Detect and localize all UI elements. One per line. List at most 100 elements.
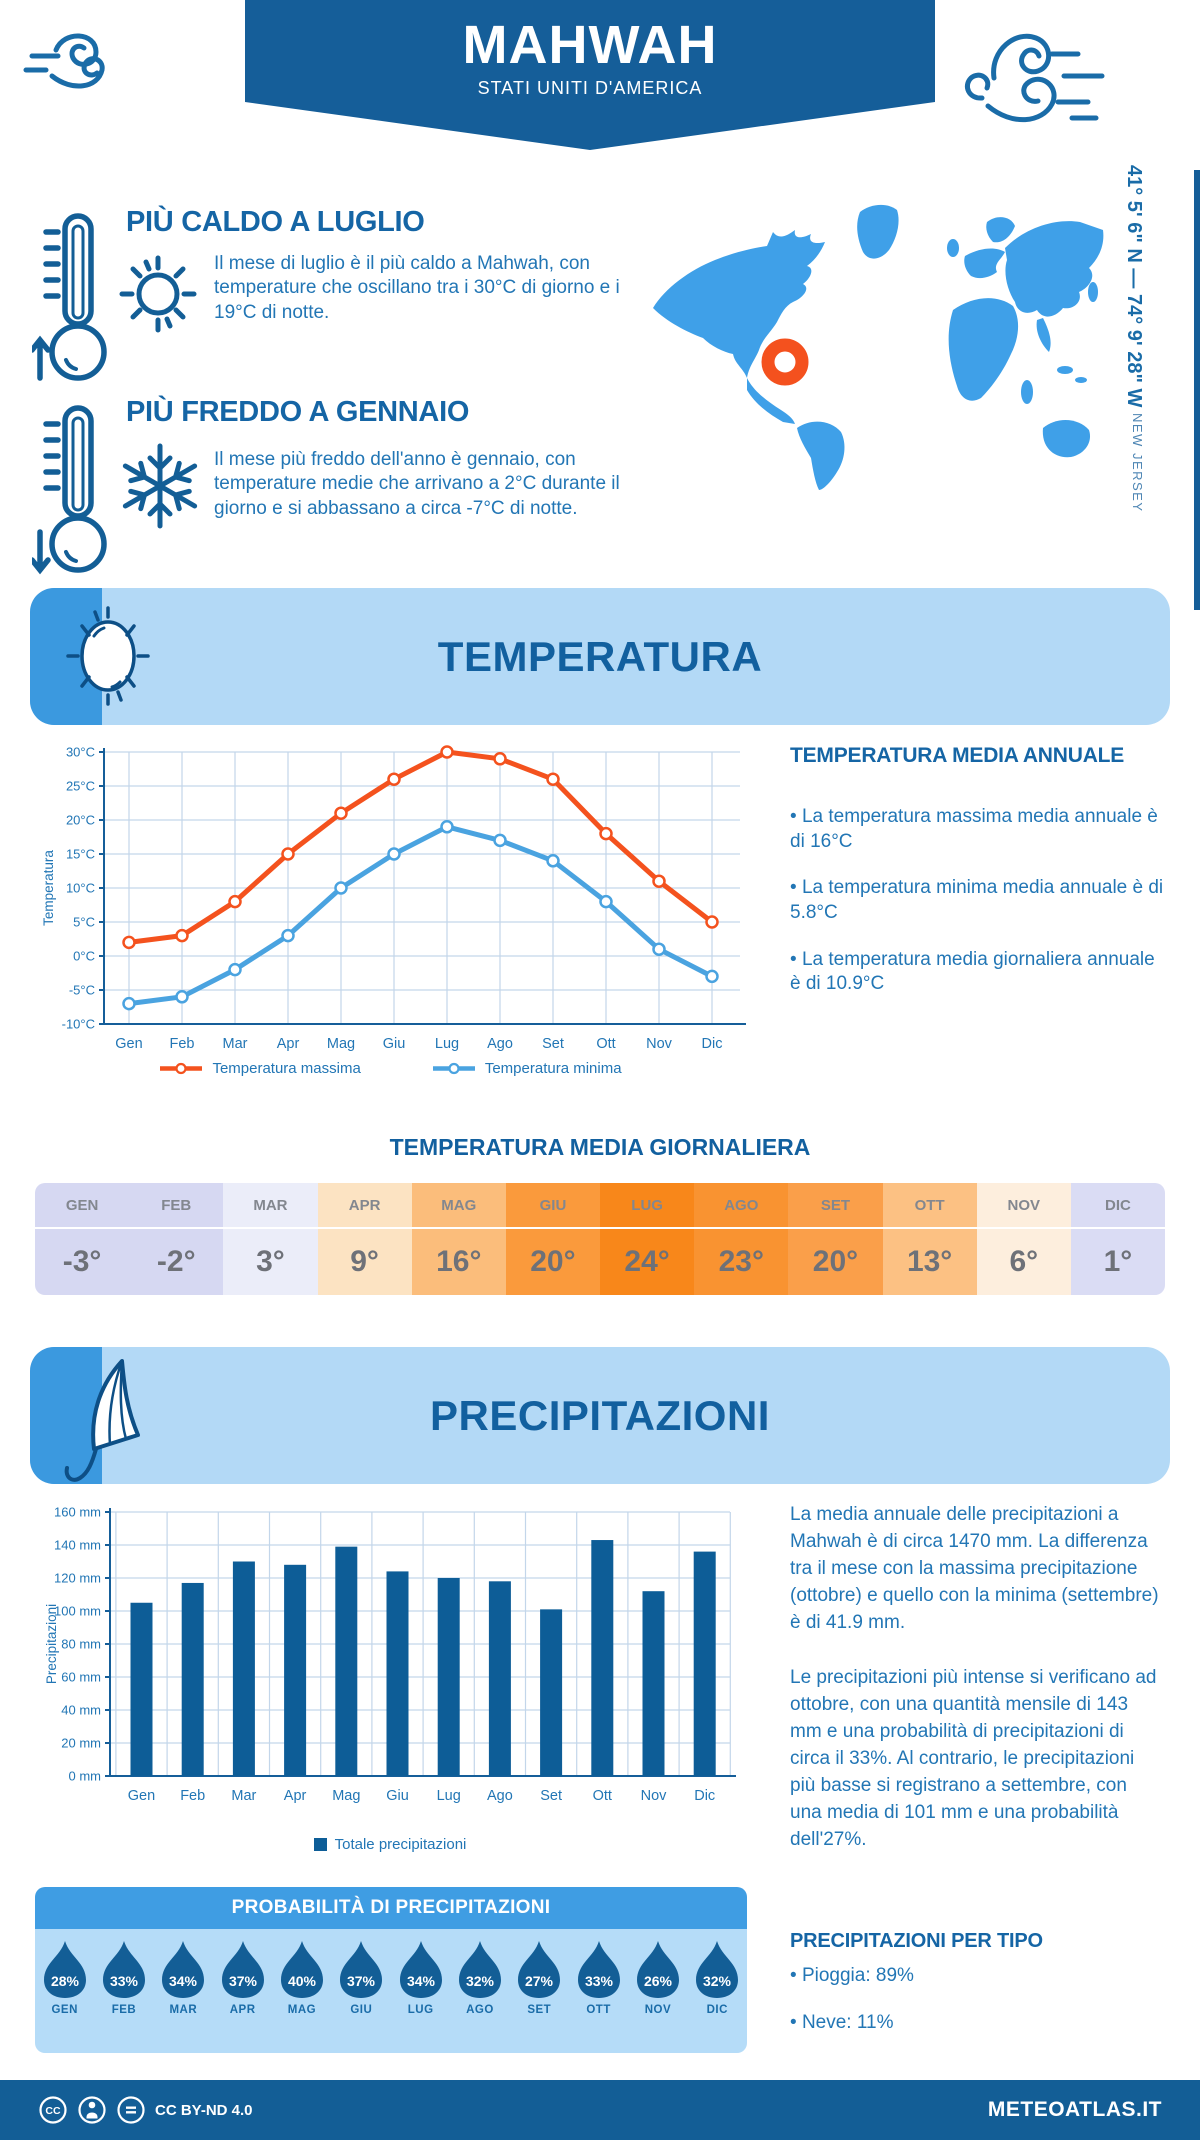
svg-text:-5°C: -5°C bbox=[69, 983, 95, 998]
probability-title: PROBABILITÀ DI PRECIPITAZIONI bbox=[35, 1887, 747, 1929]
daily-mean-cell: DIC 1° bbox=[1070, 1183, 1165, 1295]
svg-text:37%: 37% bbox=[347, 1973, 376, 1989]
daily-mean-month: NOV bbox=[976, 1183, 1071, 1229]
temperature-chart-legend: Temperatura massima Temperatura minima bbox=[140, 1060, 640, 1077]
daily-mean-cell: AGO 23° bbox=[694, 1183, 789, 1295]
raindrop-icon: 37% bbox=[221, 1941, 264, 1998]
wind-icon bbox=[23, 33, 105, 89]
svg-text:Ago: Ago bbox=[487, 1036, 513, 1052]
svg-text:32%: 32% bbox=[466, 1973, 495, 1989]
probability-drop: 33% FEB bbox=[94, 1939, 153, 2053]
precipitation-bar bbox=[540, 1609, 563, 1776]
probability-month: MAR bbox=[169, 2004, 198, 2016]
coordinates-block: 41° 5' 6" N — 74° 9' 28" W NEW JERSEY bbox=[1122, 165, 1145, 513]
raindrop-icon: 33% bbox=[577, 1941, 620, 1998]
footer: CC CC BY-ND 4.0 METEOATLAS.IT bbox=[0, 2080, 1200, 2140]
daily-mean-value: 1° bbox=[1103, 1245, 1133, 1278]
daily-mean-value: 13° bbox=[906, 1245, 953, 1278]
probability-month: DIC bbox=[706, 2004, 728, 2016]
probability-month: SET bbox=[527, 2004, 552, 2016]
svg-text:26%: 26% bbox=[644, 1973, 673, 1989]
location-marker bbox=[761, 338, 809, 386]
asia bbox=[1005, 221, 1104, 317]
temp-max-line bbox=[128, 749, 714, 945]
svg-text:10°C: 10°C bbox=[66, 881, 95, 896]
svg-text:40 mm: 40 mm bbox=[61, 1703, 101, 1718]
svg-text:Gen: Gen bbox=[128, 1788, 155, 1804]
precipitation-bar bbox=[335, 1546, 358, 1776]
raindrop-icon: 26% bbox=[636, 1941, 679, 1998]
svg-text:32%: 32% bbox=[703, 1973, 732, 1989]
svg-text:Precipitazioni: Precipitazioni bbox=[44, 1604, 59, 1684]
svg-text:Apr: Apr bbox=[284, 1788, 307, 1804]
daily-mean-month: DIC bbox=[1070, 1183, 1165, 1229]
japan bbox=[1088, 282, 1098, 302]
precipitation-bar bbox=[642, 1591, 665, 1776]
svg-text:Set: Set bbox=[542, 1036, 564, 1052]
daily-mean-value: 24° bbox=[624, 1245, 670, 1278]
probability-month: LUG bbox=[407, 2004, 434, 2016]
svg-text:Ott: Ott bbox=[596, 1036, 615, 1052]
daily-mean-value: 20° bbox=[812, 1245, 859, 1278]
daily-mean-cell: MAG 16° bbox=[411, 1183, 506, 1295]
daily-mean-cell: LUG 24° bbox=[600, 1183, 695, 1295]
probability-drops-row: 28% GEN 33% FEB 34% MAR 37% APR 40% MAG 37% GIU 34% L… bbox=[35, 1929, 747, 2053]
daily-mean-cell: APR 9° bbox=[317, 1183, 412, 1295]
thermometer-up-icon bbox=[32, 213, 107, 381]
wind-icon bbox=[965, 33, 1105, 123]
svg-text:Mag: Mag bbox=[327, 1036, 355, 1052]
region-text: NEW JERSEY bbox=[1130, 413, 1145, 513]
cold-section-text: Il mese più freddo dell'anno è gennaio, … bbox=[214, 449, 620, 519]
svg-text:Apr: Apr bbox=[277, 1036, 300, 1052]
probability-month: MAG bbox=[287, 2004, 317, 2016]
raindrop-icon: 34% bbox=[162, 1941, 205, 1998]
daily-mean-value: -2° bbox=[156, 1245, 196, 1278]
license-text: CC BY-ND 4.0 bbox=[155, 2101, 253, 2119]
daily-mean-cell: OTT 13° bbox=[882, 1183, 977, 1295]
annual-temp-bullet: La temperatura media giornaliera annuale… bbox=[790, 948, 1165, 997]
daily-mean-value: 6° bbox=[1009, 1245, 1039, 1278]
precipitation-chart-legend: Totale precipitazioni bbox=[150, 1836, 630, 1853]
annual-temp-bullet: La temperatura minima media annuale è di… bbox=[790, 876, 1165, 925]
raindrop-icon: 28% bbox=[43, 1941, 86, 1998]
svg-text:25°C: 25°C bbox=[66, 779, 95, 794]
daily-mean-month: MAR bbox=[223, 1183, 318, 1229]
svg-text:100 mm: 100 mm bbox=[54, 1604, 101, 1619]
europe bbox=[964, 248, 1005, 279]
svg-text:Giu: Giu bbox=[383, 1036, 406, 1052]
svg-text:0 mm: 0 mm bbox=[69, 1769, 102, 1784]
probability-drop: 28% GEN bbox=[35, 1939, 94, 2053]
svg-text:34%: 34% bbox=[407, 1973, 436, 1989]
svg-text:Nov: Nov bbox=[646, 1036, 673, 1052]
daily-mean-value: -3° bbox=[62, 1245, 102, 1278]
north-america bbox=[653, 230, 825, 378]
precip-types-bullets: Pioggia: 89% Neve: 11% bbox=[790, 1964, 1160, 2057]
daily-mean-month: AGO bbox=[694, 1183, 789, 1229]
temperature-line-chart: -10°C -5°C 0°C 5°C 10°C 15°C 20°C 25°C 30°C Gen Fe… bbox=[41, 745, 746, 1052]
south-america bbox=[797, 421, 845, 490]
world-map bbox=[653, 204, 1104, 490]
svg-text:Dic: Dic bbox=[694, 1788, 715, 1804]
svg-text:Ott: Ott bbox=[593, 1788, 612, 1804]
raindrop-icon: 34% bbox=[399, 1941, 442, 1998]
svg-text:37%: 37% bbox=[229, 1973, 258, 1989]
daily-mean-cell: NOV 6° bbox=[976, 1183, 1071, 1295]
probability-drop: 32% AGO bbox=[450, 1939, 509, 2053]
precipitation-bar-chart: 0 mm 20 mm 40 mm 60 mm 80 mm 100 mm 120 mm 140 … bbox=[44, 1505, 736, 1804]
raindrop-icon: 37% bbox=[340, 1941, 383, 1998]
daily-mean-value: 3° bbox=[256, 1245, 285, 1278]
svg-text:33%: 33% bbox=[110, 1973, 139, 1989]
svg-text:160 mm: 160 mm bbox=[54, 1505, 101, 1520]
greenland bbox=[857, 204, 899, 259]
daily-mean-cell: GEN -3° bbox=[35, 1183, 130, 1295]
precipitation-band: PRECIPITAZIONI bbox=[30, 1347, 1170, 1484]
probability-drop: 34% MAR bbox=[154, 1939, 213, 2053]
daily-mean-title: TEMPERATURA MEDIA GIORNALIERA bbox=[389, 1134, 811, 1160]
probability-drop: 26% NOV bbox=[628, 1939, 687, 2053]
svg-text:20°C: 20°C bbox=[66, 813, 95, 828]
svg-text:Lug: Lug bbox=[437, 1788, 461, 1804]
precipitation-bar bbox=[591, 1540, 614, 1776]
snowflake-icon bbox=[122, 443, 198, 529]
svg-text:Dic: Dic bbox=[702, 1036, 723, 1052]
svg-text:Nov: Nov bbox=[641, 1788, 668, 1804]
